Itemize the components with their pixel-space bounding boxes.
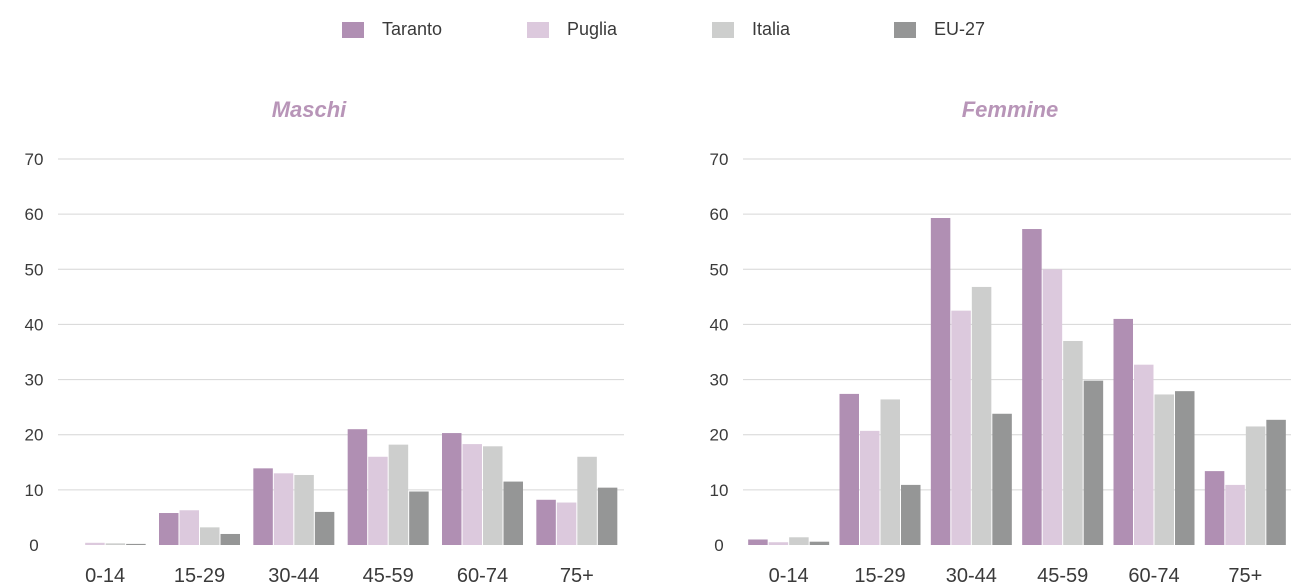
chart-legend: Taranto Puglia Italia EU-27: [342, 19, 985, 39]
bar-italia-30-44: [294, 474, 314, 545]
legend-swatch-puglia: [527, 22, 549, 38]
bar-italia-75: [577, 456, 597, 545]
bar-eu-27-60-74: [1175, 391, 1195, 545]
x-tick-label: 15-29: [854, 565, 905, 586]
bar-puglia-45-59: [368, 456, 388, 545]
x-tick-label: 75+: [560, 565, 594, 586]
x-tick-label: 75+: [1228, 565, 1262, 586]
bar-puglia-60-74: [1134, 364, 1154, 545]
panel-maschi: Maschi 0 10 20 30 40 50 60 70 0-14 15-29 30-44 45-59…: [25, 97, 624, 586]
bar-taranto-75: [1204, 471, 1225, 545]
bar-puglia-75: [1225, 484, 1245, 545]
y-tick-label: 40: [710, 315, 729, 334]
bar-italia-60-74: [483, 446, 503, 545]
x-tick-label: 60-74: [457, 565, 508, 586]
bar-eu-27-60-74: [503, 481, 523, 545]
bar-italia-0-14: [105, 543, 126, 545]
bar-puglia-45-59: [1042, 269, 1063, 545]
bar-puglia-30-44: [273, 473, 294, 545]
bar-taranto-30-44: [930, 218, 951, 545]
bar-taranto-60-74: [442, 433, 462, 545]
legend-label-italia: Italia: [752, 19, 791, 39]
legend-label-puglia: Puglia: [567, 19, 618, 39]
bar-eu-27-45-59: [1083, 380, 1104, 545]
chart-title: Maschi: [272, 97, 347, 122]
legend-swatch-taranto: [342, 22, 364, 38]
bar-italia-15-29: [200, 527, 220, 545]
bar-eu-27-30-44: [992, 413, 1012, 545]
bar-eu-27-75: [1266, 419, 1286, 545]
y-tick-label: 30: [710, 371, 729, 390]
legend-item-puglia: Puglia: [527, 19, 618, 39]
bar-taranto-45-59: [347, 429, 368, 545]
bar-puglia-15-29: [860, 430, 880, 545]
legend-item-italia: Italia: [712, 19, 791, 39]
bar-italia-15-29: [880, 399, 900, 545]
bar-eu-27-0-14: [126, 543, 146, 545]
x-tick-label: 60-74: [1128, 565, 1179, 586]
bar-puglia-15-29: [179, 510, 199, 545]
y-tick-label: 20: [25, 426, 44, 445]
y-tick-label: 0: [714, 536, 723, 555]
bar-taranto-30-44: [253, 468, 273, 545]
x-tick-label: 15-29: [174, 565, 225, 586]
bar-eu-27-30-44: [314, 511, 335, 545]
bar-puglia-0-14: [768, 542, 789, 545]
y-tick-label: 70: [25, 150, 44, 169]
panel-femmine: Femmine 0 10 20 30 40 50 60 70 0-14 15-29 30-44 45-5…: [710, 97, 1291, 586]
bar-eu-27-75: [597, 487, 618, 545]
y-tick-label: 60: [25, 205, 44, 224]
bar-italia-60-74: [1154, 394, 1174, 545]
bar-eu-27-0-14: [809, 541, 830, 545]
y-tick-label: 60: [710, 205, 729, 224]
y-tick-label: 70: [710, 150, 729, 169]
bar-puglia-30-44: [951, 310, 971, 545]
y-tick-label: 20: [710, 426, 729, 445]
bar-puglia-0-14: [85, 542, 105, 545]
legend-label-eu-27: EU-27: [934, 19, 985, 39]
x-tick-label: 0-14: [769, 565, 809, 586]
x-tick-label: 30-44: [268, 565, 319, 586]
bar-eu-27-15-29: [901, 484, 921, 545]
legend-swatch-eu-27: [894, 22, 916, 38]
bar-puglia-60-74: [462, 444, 482, 545]
legend-label-taranto: Taranto: [382, 19, 442, 39]
y-tick-label: 10: [710, 481, 729, 500]
bar-italia-30-44: [971, 286, 992, 545]
y-tick-label: 0: [29, 536, 38, 555]
bar-taranto-75: [536, 499, 556, 545]
bar-taranto-0-14: [748, 539, 768, 545]
bar-taranto-60-74: [1113, 318, 1133, 545]
bar-taranto-45-59: [1022, 229, 1042, 545]
y-tick-label: 10: [25, 481, 44, 500]
bar-taranto-15-29: [159, 513, 179, 545]
bar-italia-45-59: [388, 444, 409, 545]
x-tick-label: 30-44: [946, 565, 997, 586]
y-tick-label: 50: [25, 260, 44, 279]
y-tick-label: 40: [25, 315, 44, 334]
bar-eu-27-45-59: [409, 491, 429, 545]
x-tick-label: 45-59: [1037, 565, 1088, 586]
y-tick-label: 30: [25, 371, 44, 390]
bar-italia-45-59: [1063, 340, 1083, 545]
bar-eu-27-15-29: [220, 533, 240, 545]
y-tick-label: 50: [710, 260, 729, 279]
legend-item-taranto: Taranto: [342, 19, 442, 39]
x-tick-label: 0-14: [85, 565, 125, 586]
bar-italia-0-14: [789, 537, 809, 545]
chart-title: Femmine: [962, 97, 1059, 122]
bar-italia-75: [1245, 426, 1266, 545]
legend-swatch-italia: [712, 22, 734, 38]
bar-taranto-15-29: [839, 393, 859, 545]
bar-puglia-75: [556, 502, 577, 545]
legend-item-eu-27: EU-27: [894, 19, 985, 39]
x-tick-label: 45-59: [363, 565, 414, 586]
